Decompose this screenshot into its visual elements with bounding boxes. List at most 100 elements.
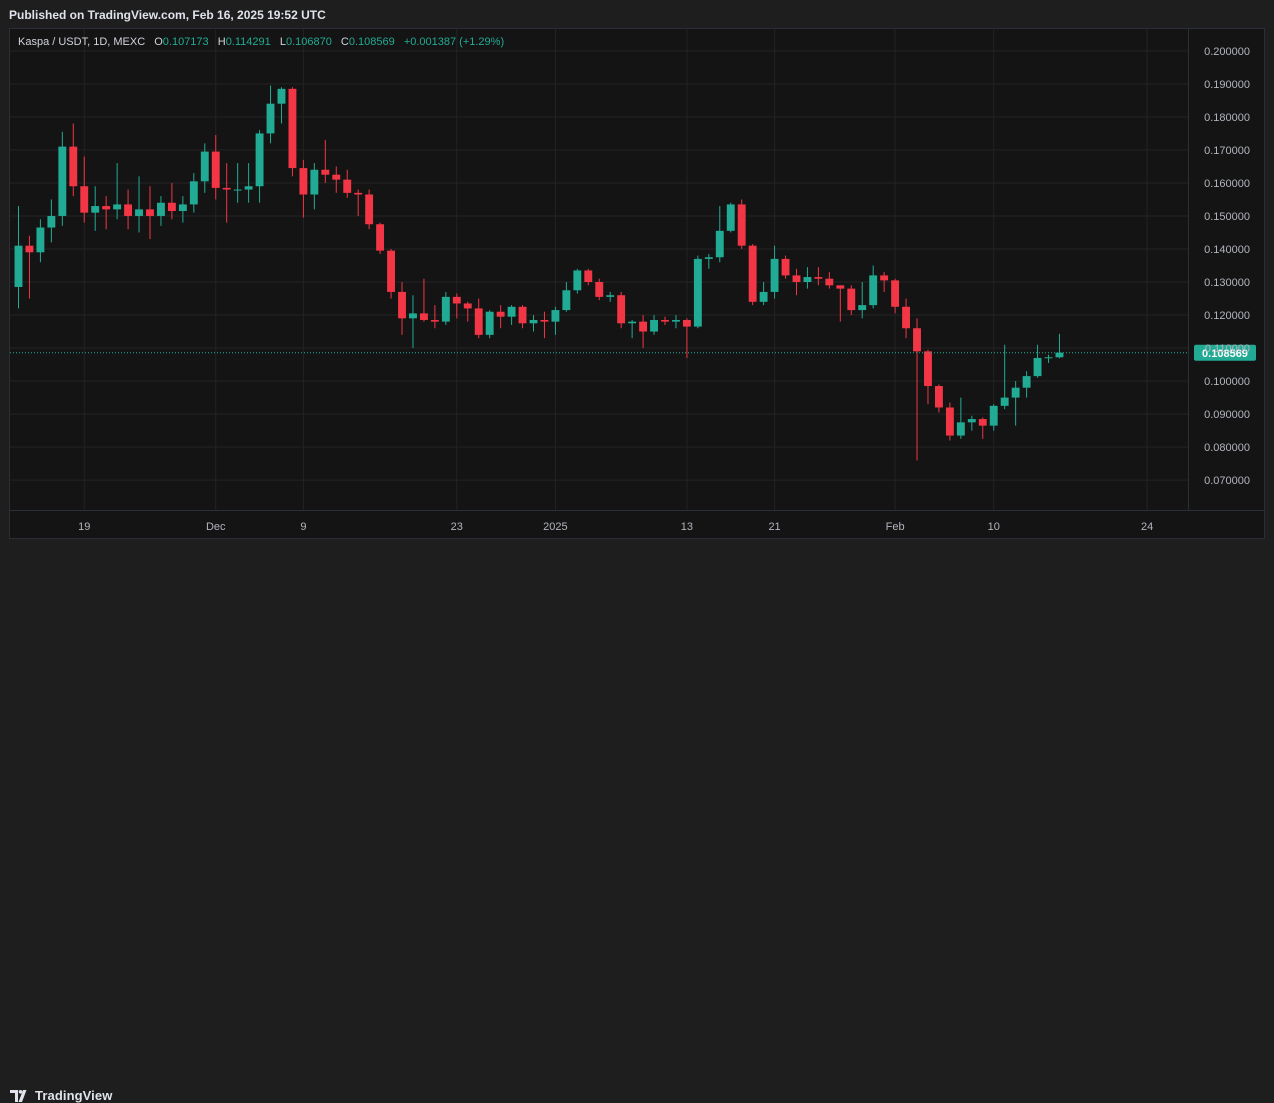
candle-body: [365, 194, 374, 225]
candle-up: [233, 163, 242, 203]
chart-frame[interactable]: 0.108569 0.200000 0.190000 0.180000 0.17000…: [9, 28, 1265, 539]
candle-down: [825, 272, 834, 289]
candle-body: [617, 295, 626, 324]
candle-body: [858, 305, 867, 311]
candle-up: [726, 202, 735, 233]
candle-up: [606, 291, 615, 302]
open-label: O: [154, 36, 163, 48]
candle-body: [113, 204, 122, 210]
candle-up: [770, 245, 779, 299]
candle-body: [551, 310, 560, 322]
candle-body: [967, 419, 976, 423]
candle-body: [639, 321, 648, 332]
high-value: 0.114291: [225, 36, 271, 48]
candle-down: [332, 166, 341, 193]
candle-down: [376, 222, 385, 254]
x-tick-label: 21: [768, 521, 780, 533]
candle-body: [682, 319, 691, 327]
candle-body: [595, 282, 604, 297]
y-tick-label: 0.160000: [1204, 178, 1250, 190]
candle-body: [661, 319, 669, 322]
candle-body: [387, 250, 396, 292]
candle-down: [288, 87, 297, 177]
candle-body: [266, 103, 275, 134]
candle-down: [211, 135, 220, 200]
y-tick-label: 0.190000: [1204, 79, 1250, 91]
candle-body: [913, 328, 921, 352]
candle-down: [584, 268, 593, 286]
candle-down: [617, 291, 626, 329]
candle-up: [715, 206, 724, 263]
candle-body: [770, 258, 779, 292]
tradingview-logo[interactable]: TradingView: [10, 1088, 112, 1103]
candle-body: [124, 204, 133, 216]
candle-down: [146, 186, 154, 240]
candle-down: [737, 199, 746, 249]
candle-down: [661, 316, 669, 325]
candle-up: [858, 282, 867, 319]
candle-up: [672, 315, 680, 329]
grid-lines: [10, 29, 1188, 510]
candle-body: [1033, 357, 1042, 377]
symbol-name[interactable]: Kaspa / USDT, 1D, MEXC: [18, 36, 146, 48]
tradingview-wordmark: TradingView: [35, 1088, 113, 1103]
candle-up: [255, 130, 264, 203]
y-tick-label: 0.090000: [1204, 409, 1250, 421]
candle-up: [266, 85, 275, 144]
candle-up: [704, 253, 713, 269]
candle-up: [113, 163, 122, 220]
candle-down: [639, 315, 648, 349]
candle-body: [58, 146, 67, 216]
candle-body: [825, 278, 834, 286]
candle-body: [1022, 376, 1031, 388]
y-tick-label: 0.150000: [1204, 211, 1250, 223]
candlestick-chart[interactable]: 0.108569 0.200000 0.190000 0.180000 0.17000…: [10, 29, 1264, 538]
candle-body: [211, 151, 220, 188]
candle-body: [398, 291, 406, 319]
candle-down: [913, 318, 921, 461]
candle-body: [518, 306, 527, 324]
candle-down: [387, 248, 396, 299]
candle-down: [69, 123, 78, 197]
candle-down: [102, 196, 111, 230]
candle-body: [792, 275, 801, 283]
candle-body: [924, 351, 932, 387]
candle-down: [80, 156, 89, 223]
open-value: 0.107173: [162, 36, 209, 48]
candle-body: [529, 319, 538, 324]
candle-body: [672, 319, 680, 322]
candle-body: [573, 270, 582, 291]
candle-body: [474, 308, 483, 335]
candle-up: [693, 255, 702, 329]
candle-body: [814, 277, 823, 279]
candle-body: [178, 204, 187, 212]
low-label: L: [279, 36, 286, 48]
candle-body: [277, 88, 286, 104]
candle-down: [222, 163, 231, 223]
candle-down: [748, 244, 757, 306]
close-value: 0.108569: [348, 36, 395, 48]
candle-down: [978, 417, 987, 439]
symbol-legend[interactable]: Kaspa / USDT, 1D, MEXC O0.107173 H0.1142…: [18, 36, 504, 48]
candle-up: [507, 305, 516, 325]
high-label: H: [217, 36, 226, 48]
candle-body: [157, 202, 165, 216]
candle-body: [135, 209, 143, 216]
x-tick-label: 24: [1141, 521, 1153, 533]
candle-up: [157, 196, 165, 226]
candle-up: [244, 163, 253, 203]
x-tick-label: 23: [451, 521, 463, 533]
candle-up: [1022, 371, 1031, 398]
candle-up: [91, 186, 100, 231]
candle-body: [189, 181, 198, 205]
candle-down: [365, 189, 374, 230]
candle-down: [836, 285, 845, 322]
last-price-tag: [1194, 344, 1256, 361]
candle-body: [989, 405, 998, 426]
candle-down: [934, 384, 943, 413]
candle-body: [606, 295, 615, 297]
x-tick-label: 9: [300, 521, 306, 533]
candle-body: [80, 186, 89, 213]
candle-body: [102, 206, 111, 210]
candle-body: [310, 169, 319, 195]
